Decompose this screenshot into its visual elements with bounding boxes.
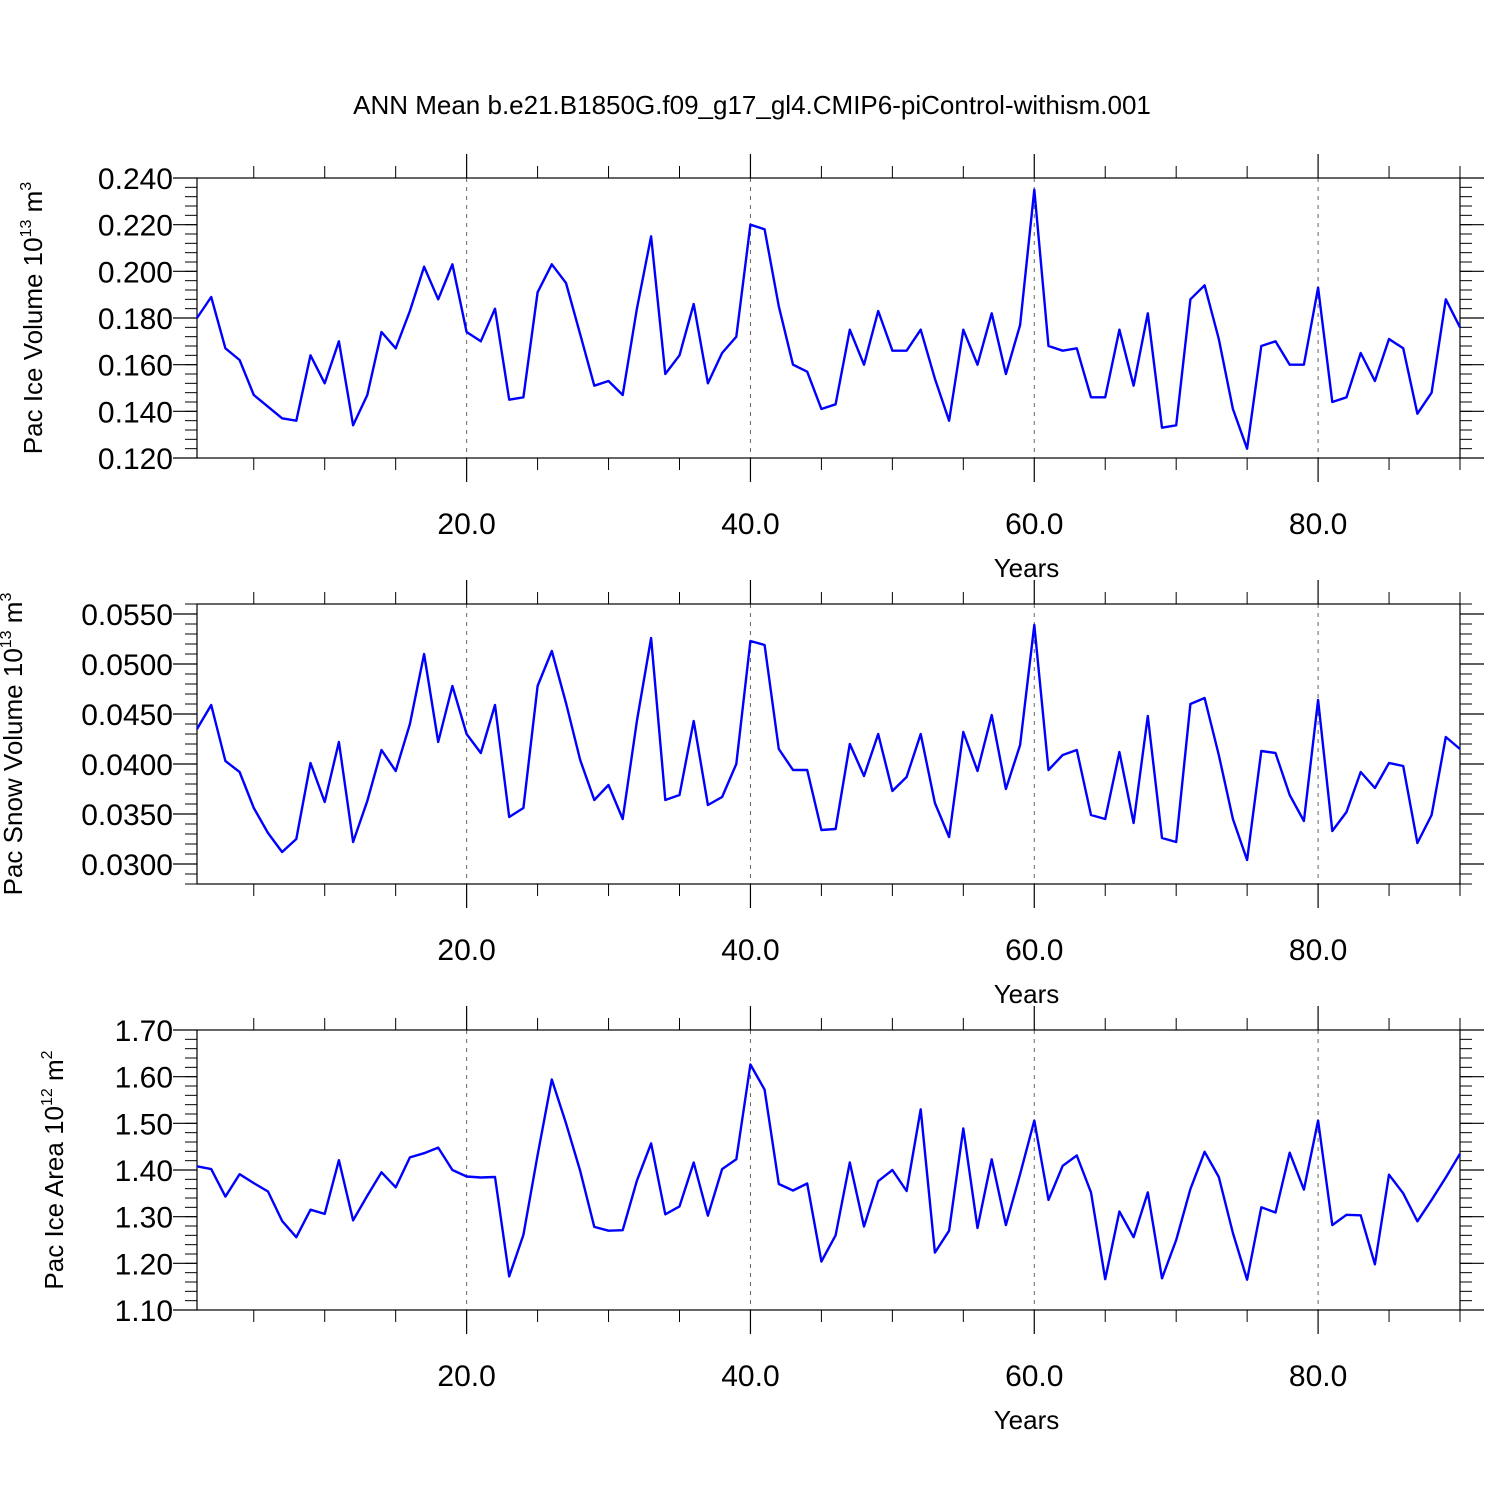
y-tick-label: 0.0300 (81, 849, 173, 882)
y-tick-label: 1.30 (115, 1202, 173, 1235)
chart-title: ANN Mean b.e21.B1850G.f09_g17_gl4.CMIP6-… (353, 90, 1151, 120)
x-axis-label: Years (994, 553, 1060, 583)
y-tick-label: 0.120 (98, 443, 173, 476)
y-tick-label: 1.60 (115, 1062, 173, 1095)
series-line (195, 623, 1461, 862)
chart-panel-2: 0.0300 0.0350 0.0400 0.0450 0.0500 0.0550 20.0… (0, 580, 1484, 1009)
y-tick-label: 0.0400 (81, 749, 173, 782)
x-tick-label: 40.0 (721, 1360, 779, 1393)
x-tick-label: 40.0 (721, 934, 779, 967)
x-tick-label: 80.0 (1289, 508, 1347, 541)
x-tick-label: 60.0 (1005, 934, 1063, 967)
plot-frame (196, 603, 1461, 885)
y-tick-label: 1.10 (115, 1295, 173, 1328)
y-axis-label: Pac Ice Area 1012 m2 (39, 1050, 69, 1289)
y-tick-label: 0.180 (98, 303, 173, 336)
y-tick-label: 1.40 (115, 1155, 173, 1188)
x-tick-label: 60.0 (1005, 508, 1063, 541)
x-tick-label: 20.0 (437, 1360, 495, 1393)
x-axis-label: Years (994, 979, 1060, 1009)
y-tick-label: 0.0550 (81, 599, 173, 632)
y-tick-label: 0.0500 (81, 649, 173, 682)
plot-frame (196, 1029, 1461, 1311)
series-line (196, 188, 1462, 450)
x-tick-label: 80.0 (1289, 934, 1347, 967)
y-tick-label: 0.160 (98, 350, 173, 383)
y-tick-label: 0.240 (98, 163, 173, 196)
y-tick-label: 1.20 (115, 1248, 173, 1281)
y-axis-label: Pac Snow Volume 1013 m3 (0, 593, 28, 896)
y-tick-label: 1.50 (115, 1108, 173, 1141)
x-axis-label: Years (994, 1405, 1060, 1435)
y-tick-label: 0.0350 (81, 799, 173, 832)
y-tick-label: 0.220 (98, 210, 173, 243)
x-tick-label: 40.0 (721, 508, 779, 541)
panels: 0.120 0.140 0.160 0.180 0.200 0.220 0.240 20.0 4… (0, 154, 1484, 1435)
y-tick-label: 0.200 (98, 256, 173, 289)
x-tick-label: 20.0 (437, 934, 495, 967)
y-axis-label: Pac Ice Volume 1013 m3 (18, 182, 48, 455)
y-tick-label: 0.0450 (81, 699, 173, 732)
x-tick-label: 80.0 (1289, 1360, 1347, 1393)
x-tick-label: 60.0 (1005, 1360, 1063, 1393)
x-tick-label: 20.0 (437, 508, 495, 541)
chart-panel-1: 0.120 0.140 0.160 0.180 0.200 0.220 0.240 20.0 4… (18, 154, 1484, 583)
y-tick-label: 1.70 (115, 1015, 173, 1048)
series-line (196, 1063, 1462, 1281)
y-tick-label: 0.140 (98, 396, 173, 429)
chart-panel-3: 1.10 1.20 1.30 1.40 1.50 1.60 1.70 20.0 40.0 60.0… (39, 1006, 1484, 1435)
plot-frame (196, 177, 1461, 459)
